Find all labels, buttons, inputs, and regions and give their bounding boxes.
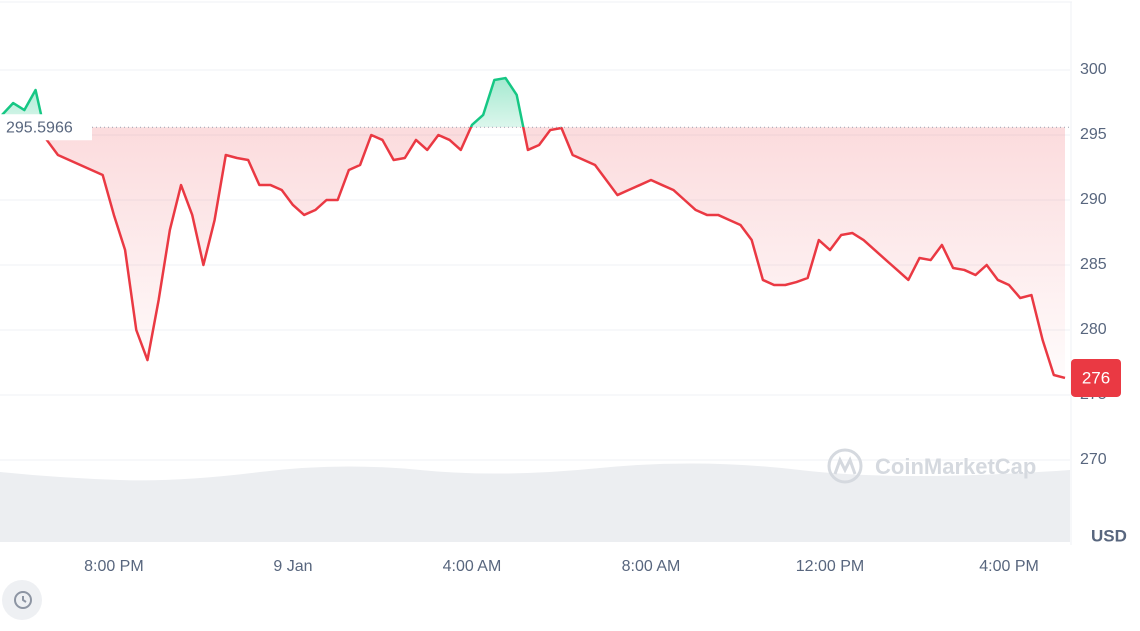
y-unit: USD <box>1091 526 1127 545</box>
x-tick-label: 9 Jan <box>273 558 312 575</box>
y-tick-label: 300 <box>1080 61 1107 78</box>
y-tick-label: 280 <box>1080 321 1107 338</box>
volume-area <box>0 463 1070 542</box>
history-button[interactable] <box>2 580 42 620</box>
price-line <box>1 76 1066 380</box>
y-tick-label: 285 <box>1080 256 1107 273</box>
watermark-text: CoinMarketCap <box>875 454 1036 479</box>
x-tick-label: 12:00 PM <box>796 558 864 575</box>
current-price-label: 276 <box>1082 368 1110 387</box>
current-price-box <box>1071 358 1121 397</box>
watermark: CoinMarketCap <box>827 448 1036 484</box>
y-tick-label: 270 <box>1080 451 1107 468</box>
y-tick-label: 295 <box>1080 126 1107 143</box>
x-tick-label: 4:00 PM <box>979 558 1039 575</box>
x-tick-label: 4:00 AM <box>443 558 502 575</box>
baseline-label-bg <box>0 114 92 141</box>
x-tick-label: 8:00 PM <box>84 558 144 575</box>
x-tick-label: 8:00 AM <box>622 558 681 575</box>
baseline-label: 295.5966 <box>6 119 73 136</box>
price-area <box>2 78 1065 378</box>
y-tick-label: 290 <box>1080 191 1107 208</box>
